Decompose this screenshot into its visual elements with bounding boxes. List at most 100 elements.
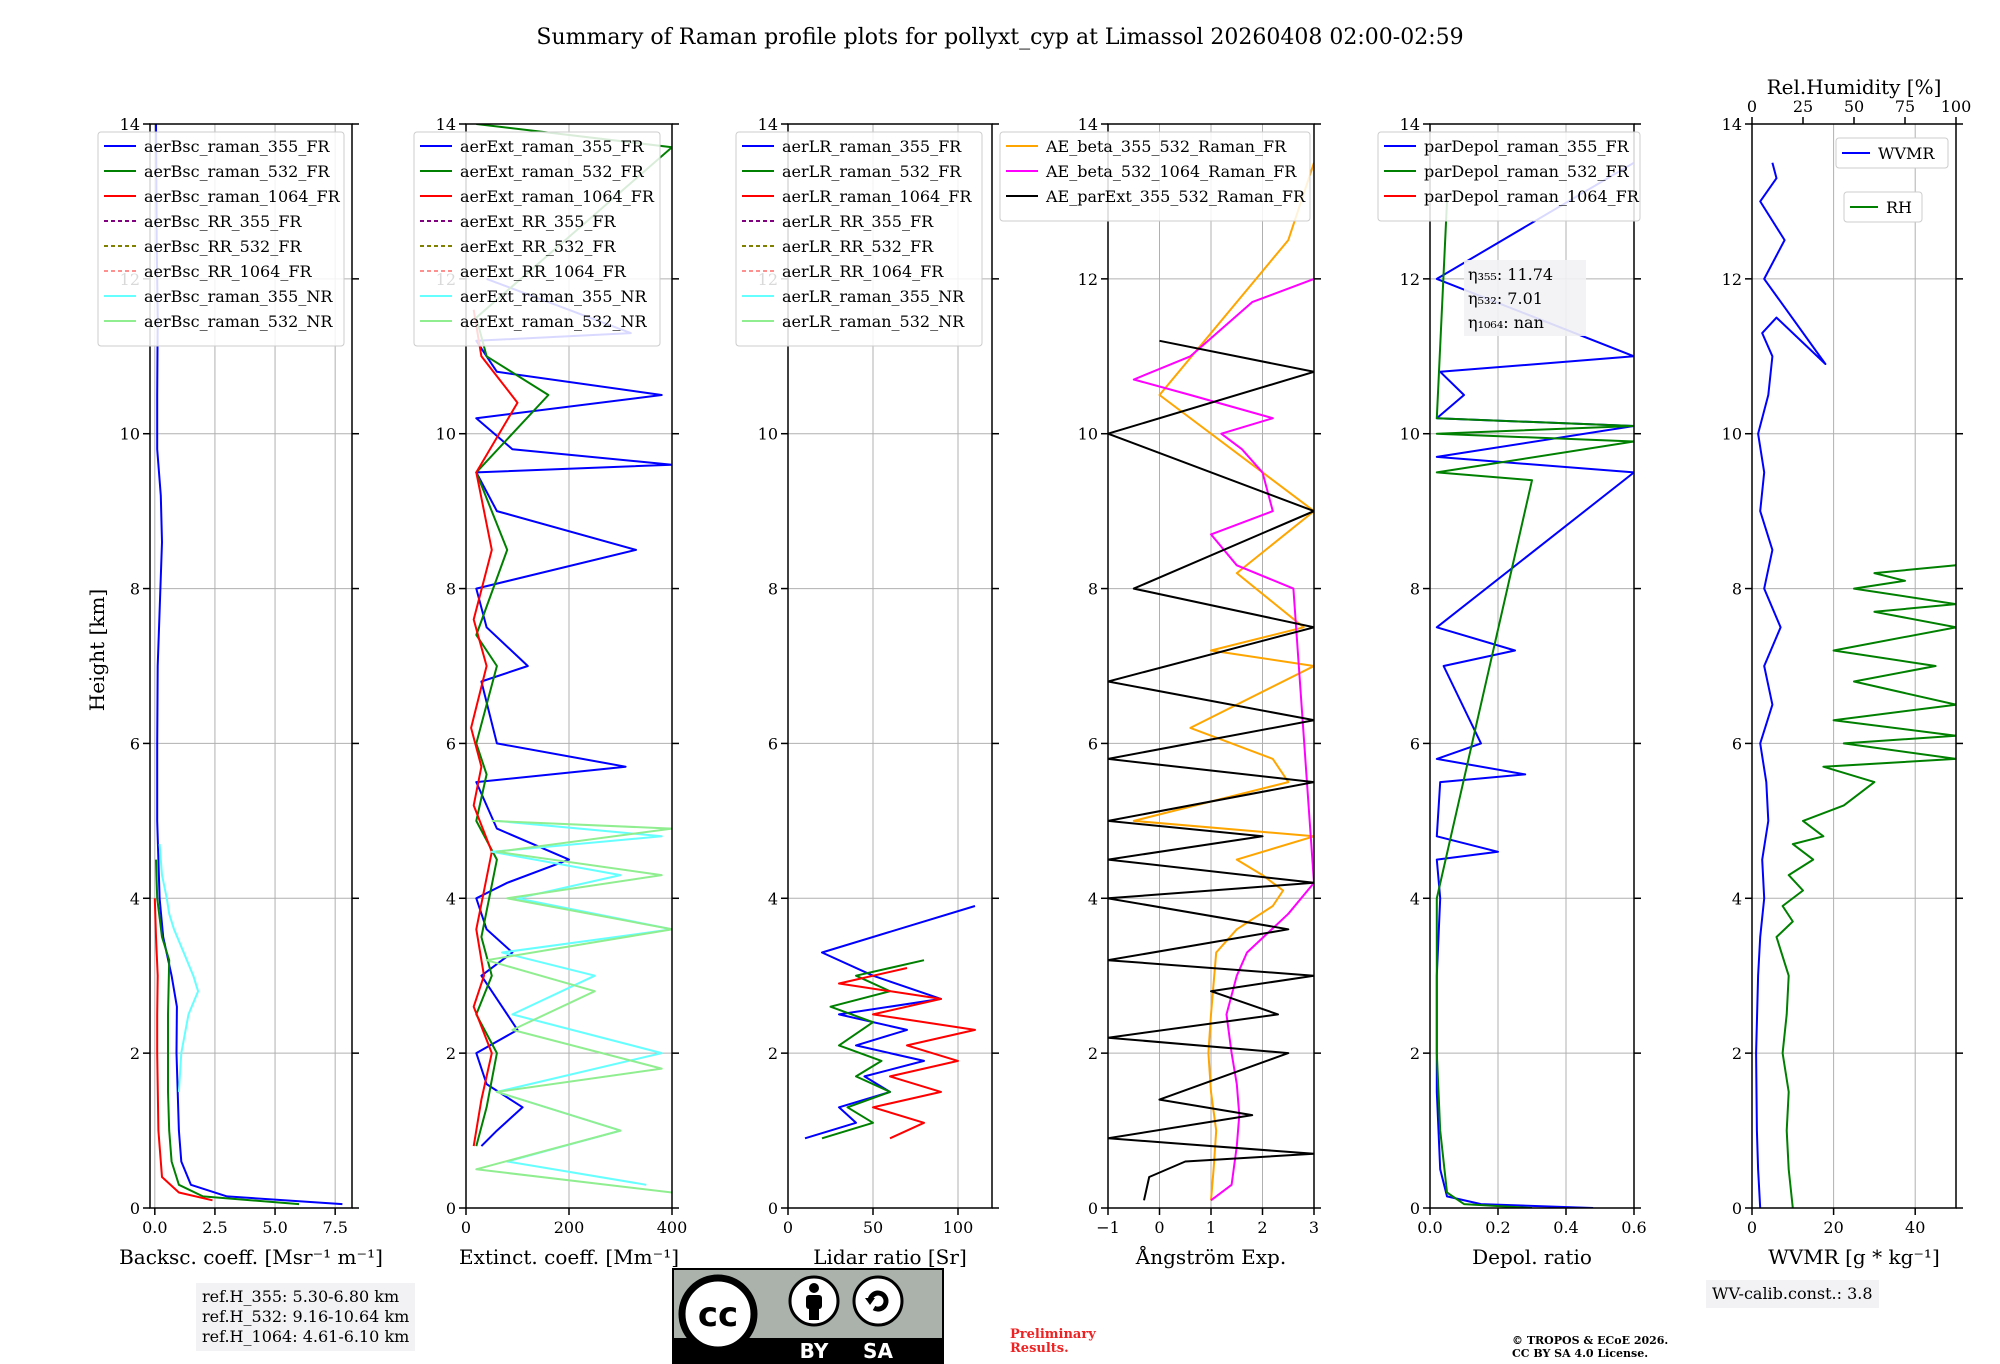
- reference-heights-box: ref.H_355: 5.30-6.80 km ref.H_532: 9.16-…: [196, 1283, 416, 1351]
- legend-label: aerExt_RR_1064_FR: [460, 262, 627, 281]
- y-tick-label: 2: [130, 1044, 140, 1063]
- y-tick-label: 8: [130, 580, 140, 599]
- y-tick-label: 2: [1732, 1044, 1742, 1063]
- series-line-RH: [1775, 564, 1956, 1208]
- y-tick-label: 0: [1732, 1199, 1742, 1218]
- x-tick-label: 50: [863, 1218, 883, 1237]
- x-axis-label: Depol. ratio: [1472, 1245, 1592, 1269]
- legend: WVMR RH: [1835, 137, 1949, 223]
- panel-backscatter: 0.0 2.5 5.0 7.5 Backsc. coeff. [Msr⁻¹ m⁻¹] 0 2…: [97, 115, 383, 1269]
- y-tick-label: 4: [1732, 889, 1742, 908]
- legend-label: RH: [1886, 198, 1912, 217]
- y-tick-label: 0: [446, 1199, 456, 1218]
- x-tick-label: 2: [1257, 1218, 1267, 1237]
- series-line-aerBsc_raman_1064_FR: [153, 898, 213, 1202]
- figure-title: Summary of Raman profile plots for polly…: [536, 25, 1463, 50]
- legend: parDepol_raman_355_FR parDepol_raman_532_…: [1377, 131, 1641, 222]
- legend-label: aerExt_raman_355_FR: [460, 137, 645, 156]
- y-tick-label: 6: [1732, 734, 1742, 753]
- wv-calib-text: WV-calib.const.: 3.8: [1712, 1284, 1873, 1303]
- series-line-aerBsc_raman_532_FR: [155, 859, 300, 1206]
- y-tick-label: 8: [1088, 580, 1098, 599]
- y-tick-label: 8: [1410, 580, 1420, 599]
- series-line-aerExt_raman_1064_FR: [470, 309, 519, 1147]
- preliminary-line-2: Results.: [1010, 1341, 1069, 1356]
- x-axis-label: WVMR [g * kg⁻¹]: [1768, 1245, 1940, 1269]
- series-line-AE_beta_532_1064_Raman_FR: [1132, 277, 1314, 1202]
- legend-label: parDepol_raman_1064_FR: [1424, 187, 1640, 206]
- y-tick-label: 8: [446, 580, 456, 599]
- cc-by-sa-badge: cc BY SA: [672, 1268, 944, 1364]
- series-line-WVMR: [1755, 162, 1827, 1208]
- legend-label: aerExt_RR_532_FR: [460, 237, 617, 256]
- y-tick-label: 8: [1732, 580, 1742, 599]
- copyright-line-2: CC BY SA 4.0 License.: [1512, 1347, 1649, 1360]
- refh-355: ref.H_355: 5.30-6.80 km: [202, 1287, 400, 1306]
- preliminary-results-note: Preliminary Results.: [1010, 1328, 1096, 1356]
- series-group: [1755, 162, 1956, 1208]
- legend-label: AE_beta_532_1064_Raman_FR: [1045, 162, 1297, 181]
- x-tick-label: 20: [1823, 1218, 1843, 1237]
- x-tick-label: 0.2: [1485, 1218, 1510, 1237]
- y-tick-label: 0: [1410, 1199, 1420, 1218]
- legend-label: aerLR_raman_532_FR: [782, 162, 962, 181]
- legend-label: aerLR_RR_1064_FR: [782, 262, 944, 281]
- refh-1064: ref.H_1064: 4.61-6.10 km: [202, 1327, 410, 1346]
- x-tick-label: 0.4: [1553, 1218, 1578, 1237]
- legend-label: aerLR_raman_355_FR: [782, 137, 962, 156]
- y-tick-label: 10: [758, 425, 778, 444]
- legend-label: aerBsc_raman_532_FR: [144, 162, 330, 181]
- legend-label: aerLR_raman_1064_FR: [782, 187, 972, 206]
- series-line-aerLR_raman_1064_FR: [838, 967, 976, 1140]
- legend-label: aerBsc_RR_355_FR: [144, 212, 302, 231]
- legend-box: [735, 131, 983, 347]
- x-tick-label: −1: [1096, 1218, 1120, 1237]
- y-tick-label: 14: [120, 115, 140, 134]
- x-tick-label: 100: [943, 1218, 974, 1237]
- x-tick-label: 0: [461, 1218, 471, 1237]
- legend-box: [413, 131, 661, 347]
- legend: aerExt_raman_355_FR aerExt_raman_532_FRae…: [413, 131, 661, 347]
- top-x-tick-label: 0: [1747, 97, 1757, 116]
- legend-label: aerLR_raman_532_NR: [782, 312, 965, 331]
- y-tick-label: 10: [436, 425, 456, 444]
- refh-532: ref.H_532: 9.16-10.64 km: [202, 1307, 410, 1326]
- y-tick-label: 14: [1400, 115, 1420, 134]
- copyright-line-1: © TROPOS & ECoE 2026.: [1512, 1334, 1669, 1347]
- y-tick-label: 2: [1088, 1044, 1098, 1063]
- legend-label: aerExt_raman_355_NR: [460, 287, 648, 306]
- legend-label: aerLR_RR_532_FR: [782, 237, 934, 256]
- legend: aerBsc_raman_355_FR aerBsc_raman_532_FRae…: [97, 131, 345, 347]
- x-tick-label: 400: [657, 1218, 688, 1237]
- y-tick-label: 10: [1078, 425, 1098, 444]
- by-label: BY: [800, 1339, 829, 1363]
- legend-label: WVMR: [1878, 144, 1935, 163]
- legend-label: AE_parExt_355_532_Raman_FR: [1045, 187, 1306, 206]
- legend-label: aerLR_RR_355_FR: [782, 212, 934, 231]
- x-axis-label: Lidar ratio [Sr]: [813, 1245, 967, 1269]
- legend-label: aerLR_raman_355_NR: [782, 287, 965, 306]
- y-tick-label: 6: [768, 734, 778, 753]
- y-tick-label: 0: [1088, 1199, 1098, 1218]
- y-tick-label: 4: [768, 889, 778, 908]
- x-axis-label: Extinct. coeff. [Mm⁻¹]: [459, 1245, 679, 1269]
- y-tick-label: 12: [1722, 270, 1742, 289]
- x-tick-label: 200: [554, 1218, 585, 1237]
- series-group: [153, 124, 343, 1206]
- y-tick-label: 12: [1078, 270, 1098, 289]
- y-tick-label: 14: [436, 115, 456, 134]
- x-tick-label: 0: [1747, 1218, 1757, 1237]
- series-line-aerBsc_raman_355_NR: [158, 844, 200, 1092]
- y-tick-label: 6: [1088, 734, 1098, 753]
- legend-label: aerBsc_raman_355_FR: [144, 137, 330, 156]
- x-tick-label: 40: [1905, 1218, 1925, 1237]
- series-group: [1108, 162, 1314, 1202]
- eta-annotation-line: η₃₅₅: 11.74: [1468, 265, 1553, 284]
- series-line-aerLR_raman_532_FR: [821, 959, 925, 1140]
- top-x-axis-label: Rel.Humidity [%]: [1767, 75, 1942, 99]
- y-tick-label: 14: [1078, 115, 1098, 134]
- y-tick-label: 8: [768, 580, 778, 599]
